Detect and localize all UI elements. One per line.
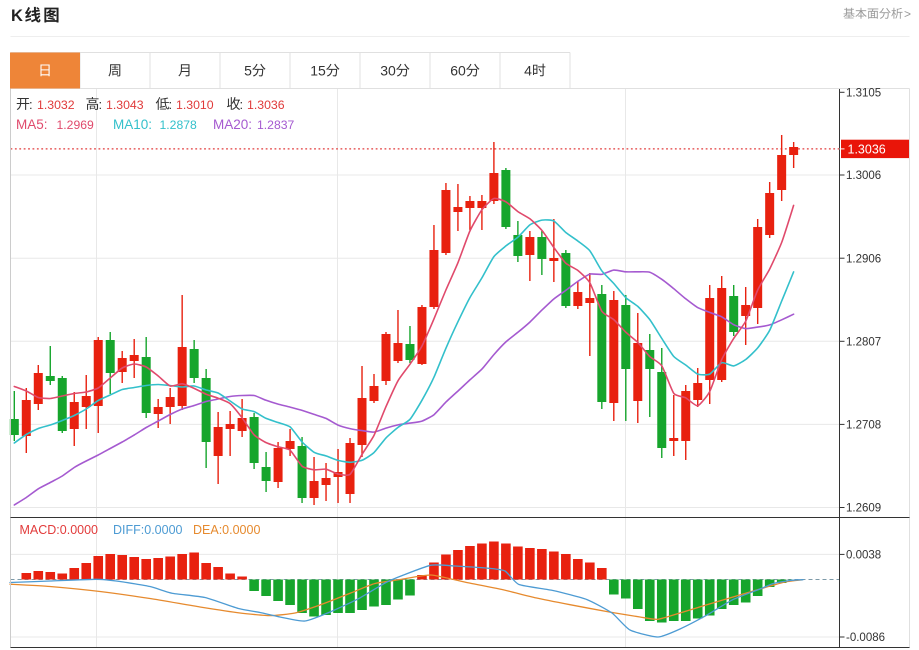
svg-text:1.3036: 1.3036 (848, 143, 886, 157)
svg-text:1.3105: 1.3105 (846, 88, 881, 100)
svg-text:1.3032: 1.3032 (37, 98, 75, 112)
svg-text:1.2837: 1.2837 (257, 118, 294, 132)
svg-text::: : (29, 97, 33, 112)
svg-text:1.2609: 1.2609 (846, 503, 881, 515)
svg-text:MACD:0.0000: MACD:0.0000 (20, 523, 99, 537)
svg-text:1.2708: 1.2708 (846, 420, 881, 432)
svg-text:1.3010: 1.3010 (176, 98, 214, 112)
svg-text:1.2878: 1.2878 (160, 118, 197, 132)
svg-text::: : (169, 97, 173, 112)
svg-text:K: K (11, 7, 23, 25)
svg-text:-0.0086: -0.0086 (846, 632, 885, 644)
svg-text:4: 4 (524, 62, 532, 78)
svg-text:1.2969: 1.2969 (57, 118, 94, 132)
svg-text::: : (240, 97, 244, 112)
svg-text:1.3006: 1.3006 (846, 170, 881, 182)
svg-text:15: 15 (310, 62, 326, 78)
svg-text:1.2906: 1.2906 (846, 253, 881, 265)
svg-text:MA10:: MA10: (113, 117, 152, 132)
svg-text:60: 60 (450, 62, 466, 78)
svg-text:1.3043: 1.3043 (106, 98, 144, 112)
svg-text:30: 30 (380, 62, 396, 78)
svg-text:1.3036: 1.3036 (247, 98, 285, 112)
svg-text::: : (99, 97, 103, 112)
svg-text:1.2807: 1.2807 (846, 337, 881, 349)
svg-text:DIFF:0.0000: DIFF:0.0000 (113, 523, 183, 537)
svg-text:DEA:0.0000: DEA:0.0000 (193, 523, 260, 537)
svg-text:MA5:: MA5: (16, 117, 48, 132)
svg-text:0.0038: 0.0038 (846, 550, 881, 562)
svg-text:5: 5 (244, 62, 252, 78)
svg-text:>: > (904, 7, 911, 21)
svg-text:MA20:: MA20: (213, 117, 252, 132)
